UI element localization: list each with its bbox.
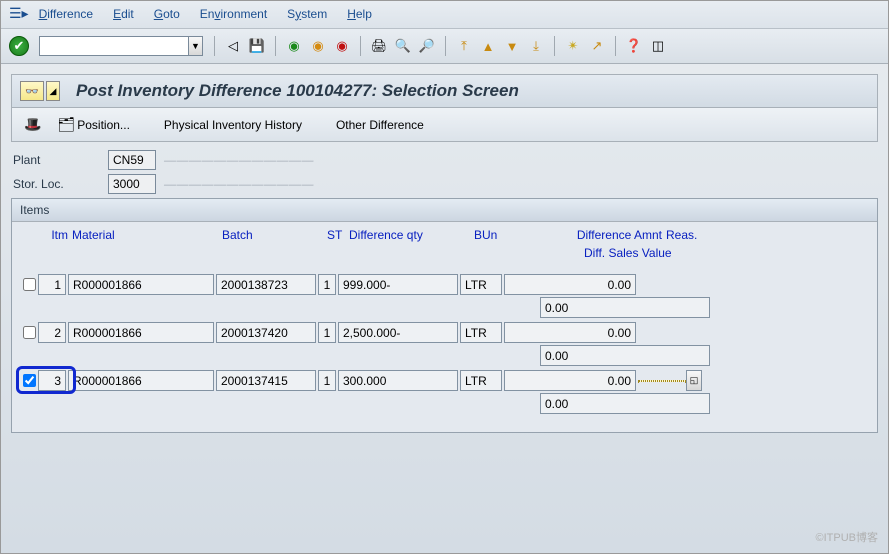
items-panel: Items Itm Material Batch ST Difference q…: [11, 198, 878, 433]
app-toolbar: 🎩 🗂Position... Physical Inventory Histor…: [11, 108, 878, 142]
cell-st[interactable]: 1: [318, 274, 336, 295]
table-row: 1R00000186620001387231999.000-LTR0.000.0…: [20, 274, 869, 318]
sap-window: ☰▸ Difference Edit Goto Environment Syst…: [0, 0, 889, 554]
reason-field[interactable]: [638, 380, 686, 382]
cell-diffqty[interactable]: 999.000-: [338, 274, 458, 295]
back-button[interactable]: ◁: [222, 35, 244, 57]
cell-diffqty[interactable]: 300.000: [338, 370, 458, 391]
find-button[interactable]: 🔍: [392, 35, 414, 57]
overview-button[interactable]: 👓: [20, 81, 44, 101]
items-panel-header: Items: [12, 199, 877, 222]
menu-help[interactable]: Help: [347, 7, 372, 21]
cell-material[interactable]: R000001866: [68, 322, 214, 343]
hdr-reas: Reas.: [666, 228, 721, 266]
shortcut-button[interactable]: ↗: [586, 35, 608, 57]
enter-button[interactable]: ✔: [9, 36, 29, 56]
cell-amnt[interactable]: 0.00: [504, 322, 636, 343]
row-checkbox[interactable]: [20, 326, 38, 339]
hdr-itm: Itm: [42, 228, 72, 266]
hdr-material: Material: [72, 228, 222, 266]
other-diff-button[interactable]: Other Difference: [332, 116, 428, 134]
cell-bun[interactable]: LTR: [460, 370, 502, 391]
hdr-st: ST: [327, 228, 349, 266]
page-title: Post Inventory Difference 100104277: Sel…: [76, 81, 519, 101]
cell-bun[interactable]: LTR: [460, 322, 502, 343]
menu-difference[interactable]: Difference: [39, 7, 93, 21]
hdr-diffqty: Difference qty: [349, 228, 474, 266]
prev-page-button[interactable]: ▲: [477, 35, 499, 57]
cell-amnt[interactable]: 0.00: [504, 370, 636, 391]
menu-edit[interactable]: Edit: [113, 7, 134, 21]
command-field[interactable]: [39, 36, 189, 56]
layout-button[interactable]: ◫: [647, 35, 669, 57]
menu-environment[interactable]: Environment: [200, 7, 267, 21]
cell-amnt[interactable]: 0.00: [504, 274, 636, 295]
title-dropdown[interactable]: ◢: [46, 81, 60, 101]
row-checkbox[interactable]: [20, 278, 38, 291]
last-page-button[interactable]: ⤓: [525, 35, 547, 57]
exit-button[interactable]: ◉: [307, 35, 329, 57]
storloc-label: Stor. Loc.: [13, 177, 108, 191]
back-green-button[interactable]: ◉: [283, 35, 305, 57]
grid-header: Itm Material Batch ST Difference qty BUn…: [20, 228, 869, 266]
print-button[interactable]: 🖨: [368, 35, 390, 57]
find-next-button[interactable]: 🔎: [416, 35, 438, 57]
table-row: 2R000001866200013742012,500.000-LTR0.000…: [20, 322, 869, 366]
cell-sales[interactable]: 0.00: [540, 345, 710, 366]
cancel-button[interactable]: ◉: [331, 35, 353, 57]
cell-sales[interactable]: 0.00: [540, 297, 710, 318]
hdr-batch: Batch: [222, 228, 327, 266]
cell-batch[interactable]: 2000138723: [216, 274, 316, 295]
command-dropdown[interactable]: ▼: [189, 36, 203, 56]
menu-bar: ☰▸ Difference Edit Goto Environment Syst…: [1, 1, 888, 29]
watermark: ©ITPUB博客: [816, 529, 879, 545]
cell-bun[interactable]: LTR: [460, 274, 502, 295]
cell-material[interactable]: R000001866: [68, 274, 214, 295]
row-checkbox[interactable]: [20, 374, 38, 387]
hdr-sales: Diff. Sales Value: [584, 246, 672, 260]
hdr-bun: BUn: [474, 228, 522, 266]
first-page-button[interactable]: ⤒: [453, 35, 475, 57]
storloc-desc: ————————————: [164, 177, 314, 191]
plant-field[interactable]: CN59: [108, 150, 156, 170]
form-section: Plant CN59 ———————————— Stor. Loc. 3000 …: [11, 142, 878, 194]
save-button[interactable]: 💾: [246, 35, 268, 57]
storloc-field[interactable]: 3000: [108, 174, 156, 194]
plant-label: Plant: [13, 153, 108, 167]
table-row: 3R00000186620001374151300.000LTR0.00◱0.0…: [20, 370, 869, 414]
content-area: 👓 ◢ Post Inventory Difference 100104277:…: [1, 64, 888, 433]
next-page-button[interactable]: ▼: [501, 35, 523, 57]
cell-st[interactable]: 1: [318, 370, 336, 391]
cell-sales[interactable]: 0.00: [540, 393, 710, 414]
menu-system[interactable]: System: [287, 7, 327, 21]
cell-itm: 1: [38, 274, 66, 295]
cell-itm: 3: [38, 370, 66, 391]
new-session-button[interactable]: ✴: [562, 35, 584, 57]
cell-batch[interactable]: 2000137415: [216, 370, 316, 391]
hat-icon-button[interactable]: 🎩: [20, 114, 47, 135]
menu-icon[interactable]: ☰▸: [9, 5, 29, 22]
position-button[interactable]: 🗂Position...: [53, 114, 133, 135]
items-grid: Itm Material Batch ST Difference qty BUn…: [12, 222, 877, 432]
help-icon[interactable]: ◱: [686, 370, 702, 391]
help-button[interactable]: ❓: [623, 35, 645, 57]
standard-toolbar: ✔ ▼ ◁ 💾 ◉ ◉ ◉ 🖨 🔍 🔎 ⤒ ▲ ▼ ⤓ ✴ ↗ ❓ ◫: [1, 29, 888, 64]
history-button[interactable]: Physical Inventory History: [160, 116, 306, 134]
cell-material[interactable]: R000001866: [68, 370, 214, 391]
menu-goto[interactable]: Goto: [154, 7, 180, 21]
cell-batch[interactable]: 2000137420: [216, 322, 316, 343]
title-bar: 👓 ◢ Post Inventory Difference 100104277:…: [11, 74, 878, 108]
cell-diffqty[interactable]: 2,500.000-: [338, 322, 458, 343]
cell-itm: 2: [38, 322, 66, 343]
plant-desc: ————————————: [164, 153, 314, 167]
cell-st[interactable]: 1: [318, 322, 336, 343]
